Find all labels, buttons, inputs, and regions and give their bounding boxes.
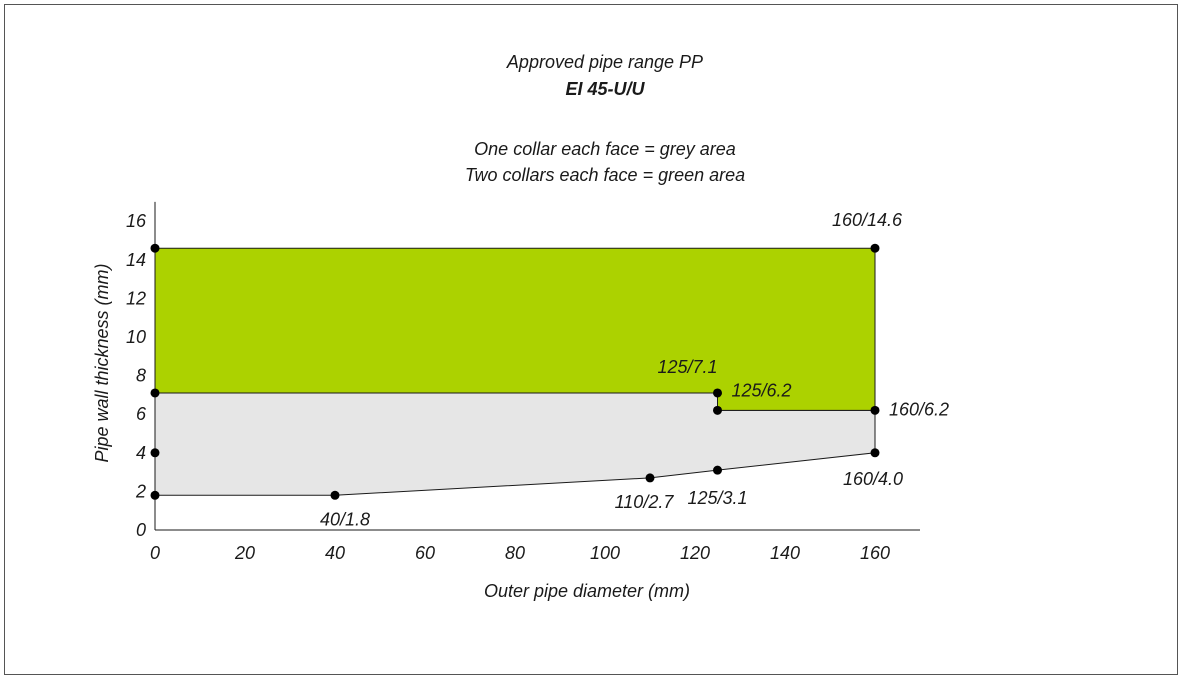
y-tick-3: 6 — [136, 404, 147, 424]
point-4 — [330, 490, 340, 500]
x-tick-7: 140 — [770, 543, 800, 563]
y-tick-0: 0 — [136, 520, 146, 540]
x-tick-5: 100 — [590, 543, 620, 563]
x-tick-8: 160 — [860, 543, 890, 563]
point-labels: 40/1.8 110/2.7 125/3.1 125/7.1 125/6.2 160/14… — [320, 210, 949, 529]
y-tick-1: 2 — [135, 481, 146, 501]
point-0 — [150, 243, 160, 253]
x-tick-3: 60 — [415, 543, 435, 563]
point-label-9: 160/14.6 — [832, 210, 903, 230]
x-tick-2: 40 — [325, 543, 345, 563]
y-tick-8: 16 — [126, 211, 147, 231]
chart-note-green: Two collars each face = green area — [465, 165, 745, 185]
data-points — [150, 243, 880, 500]
point-3 — [150, 490, 160, 500]
y-tick-2: 4 — [136, 443, 146, 463]
point-2 — [150, 448, 160, 458]
point-label-8: 125/6.2 — [732, 380, 792, 400]
point-6 — [713, 465, 722, 475]
y-tick-4: 8 — [136, 366, 146, 386]
x-tick-6: 120 — [680, 543, 710, 563]
regions-layer — [154, 247, 876, 496]
point-label-6: 125/3.1 — [687, 488, 747, 508]
point-label-7: 125/7.1 — [657, 357, 717, 377]
point-label-10: 160/6.2 — [889, 399, 949, 419]
x-tick-1: 20 — [234, 543, 255, 563]
y-tick-6: 12 — [126, 288, 146, 308]
point-7 — [713, 388, 722, 398]
chart-subtitle: EI 45-U/U — [565, 79, 645, 99]
y-axis-label: Pipe wall thickness (mm) — [92, 263, 112, 462]
chart-title: Approved pipe range PP — [506, 52, 703, 72]
point-label-11: 160/4.0 — [843, 469, 903, 489]
point-label-5: 110/2.7 — [615, 492, 675, 512]
point-1 — [150, 388, 160, 398]
y-tick-labels: 0 2 4 6 8 10 12 14 16 — [126, 211, 147, 540]
point-10 — [870, 405, 880, 415]
x-tick-labels: 0 20 40 60 80 100 120 140 160 — [150, 543, 890, 563]
point-5 — [645, 473, 655, 483]
y-tick-5: 10 — [126, 327, 146, 347]
point-8 — [713, 405, 722, 415]
x-tick-0: 0 — [150, 543, 160, 563]
y-tick-7: 14 — [126, 250, 146, 270]
point-label-4: 40/1.8 — [320, 509, 370, 529]
point-9 — [870, 243, 880, 253]
x-tick-4: 80 — [505, 543, 525, 563]
point-11 — [870, 448, 880, 458]
x-axis-label: Outer pipe diameter (mm) — [484, 581, 690, 601]
chart-note-grey: One collar each face = grey area — [474, 139, 736, 159]
